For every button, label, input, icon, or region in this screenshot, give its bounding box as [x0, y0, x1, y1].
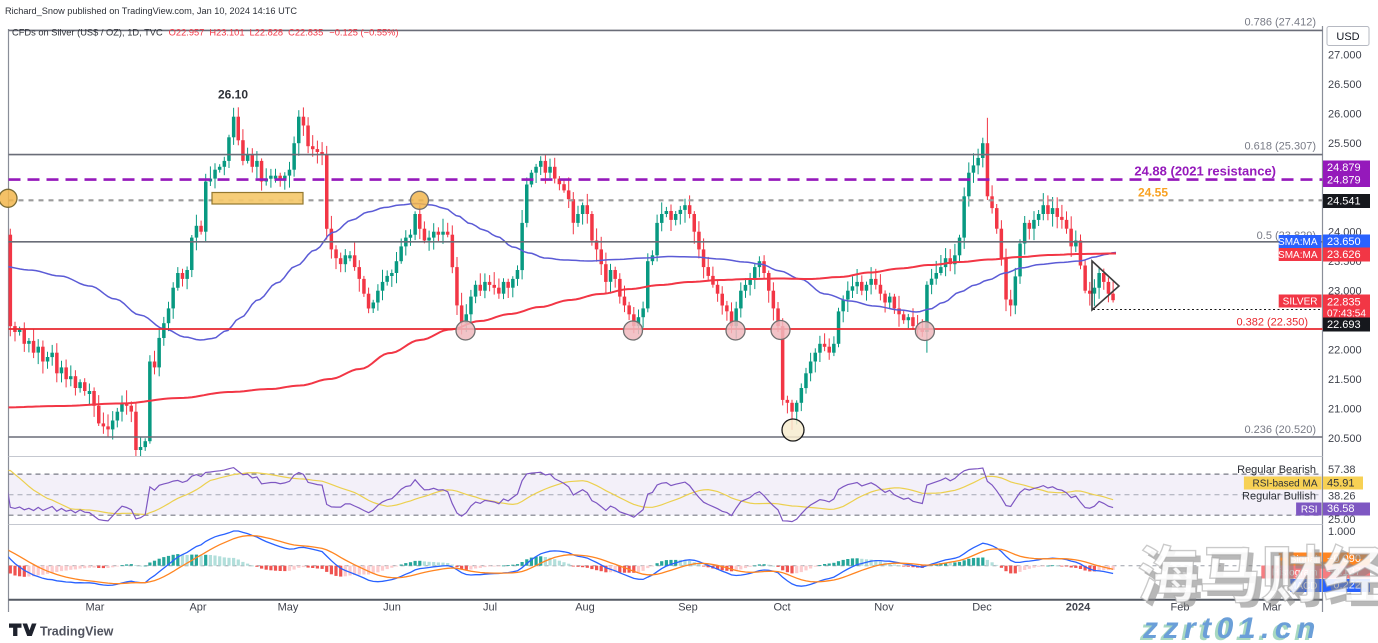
svg-text:26.10: 26.10 [218, 88, 248, 102]
svg-text:57.38: 57.38 [1328, 464, 1356, 476]
svg-text:SMA:MA: SMA:MA [1278, 250, 1318, 261]
svg-text:Mar: Mar [1263, 602, 1282, 614]
svg-text:Oct: Oct [773, 602, 790, 614]
svg-text:Richard_Snow published on Trad: Richard_Snow published on TradingView.co… [5, 6, 297, 16]
svg-text:22.835: 22.835 [1327, 297, 1361, 309]
svg-text:26.000: 26.000 [1328, 109, 1362, 121]
svg-text:0.382 (22.350): 0.382 (22.350) [1236, 317, 1308, 329]
svg-text:zzrt01.cn: zzrt01.cn [1142, 612, 1321, 643]
svg-text:Sep: Sep [678, 602, 698, 614]
svg-text:Mar: Mar [86, 602, 105, 614]
svg-text:24.879: 24.879 [1327, 175, 1361, 187]
svg-text:27.000: 27.000 [1328, 50, 1362, 62]
svg-text:RSI: RSI [1301, 504, 1318, 515]
svg-text:Regular Bearish: Regular Bearish [1237, 464, 1316, 476]
svg-text:0.618 (25.307): 0.618 (25.307) [1244, 141, 1316, 153]
svg-text:1.000: 1.000 [1328, 526, 1356, 538]
svg-text:2024: 2024 [1066, 602, 1091, 614]
svg-text:45.91: 45.91 [1327, 478, 1355, 490]
svg-text:24.55: 24.55 [1138, 186, 1168, 200]
svg-text:Aug: Aug [575, 602, 595, 614]
svg-text:22.693: 22.693 [1327, 319, 1361, 331]
svg-text:26.500: 26.500 [1328, 79, 1362, 91]
svg-text:24.88 (2021 resistance): 24.88 (2021 resistance) [1134, 164, 1276, 179]
svg-text:24.879: 24.879 [1327, 162, 1361, 174]
svg-text:25.00: 25.00 [1328, 514, 1356, 526]
svg-text:Jul: Jul [483, 602, 497, 614]
svg-text:21.500: 21.500 [1328, 374, 1362, 386]
svg-text:0.236 (20.520): 0.236 (20.520) [1244, 424, 1316, 436]
svg-text:Regular Bullish: Regular Bullish [1242, 491, 1316, 503]
svg-text:21.000: 21.000 [1328, 404, 1362, 416]
svg-text:07:43:54: 07:43:54 [1327, 309, 1366, 320]
svg-text:Nov: Nov [874, 602, 894, 614]
svg-text:May: May [278, 602, 299, 614]
svg-text:Dec: Dec [972, 602, 992, 614]
svg-text:Apr: Apr [189, 602, 206, 614]
svg-text:SILVER: SILVER [1283, 296, 1318, 307]
svg-text:SMA:MA: SMA:MA [1278, 237, 1318, 248]
svg-text:0.786 (27.412): 0.786 (27.412) [1244, 17, 1316, 29]
svg-text:22.000: 22.000 [1328, 345, 1362, 357]
svg-text:23.650: 23.650 [1327, 236, 1361, 248]
svg-text:USD: USD [1336, 31, 1359, 43]
svg-text:23.626: 23.626 [1327, 249, 1361, 261]
svg-text:Jun: Jun [383, 602, 401, 614]
svg-text:Histogram: Histogram [1272, 567, 1318, 578]
svg-text:25.500: 25.500 [1328, 138, 1362, 150]
svg-text:24.541: 24.541 [1327, 196, 1361, 208]
svg-text:38.26: 38.26 [1328, 491, 1356, 503]
svg-text:RSI-based MA: RSI-based MA [1252, 478, 1317, 489]
svg-text:36.58: 36.58 [1327, 503, 1355, 515]
svg-text:zzrt01.cn: zzrt01.cn [1139, 614, 1318, 643]
svg-text:20.500: 20.500 [1328, 433, 1362, 445]
svg-text:TradingView: TradingView [40, 625, 114, 639]
